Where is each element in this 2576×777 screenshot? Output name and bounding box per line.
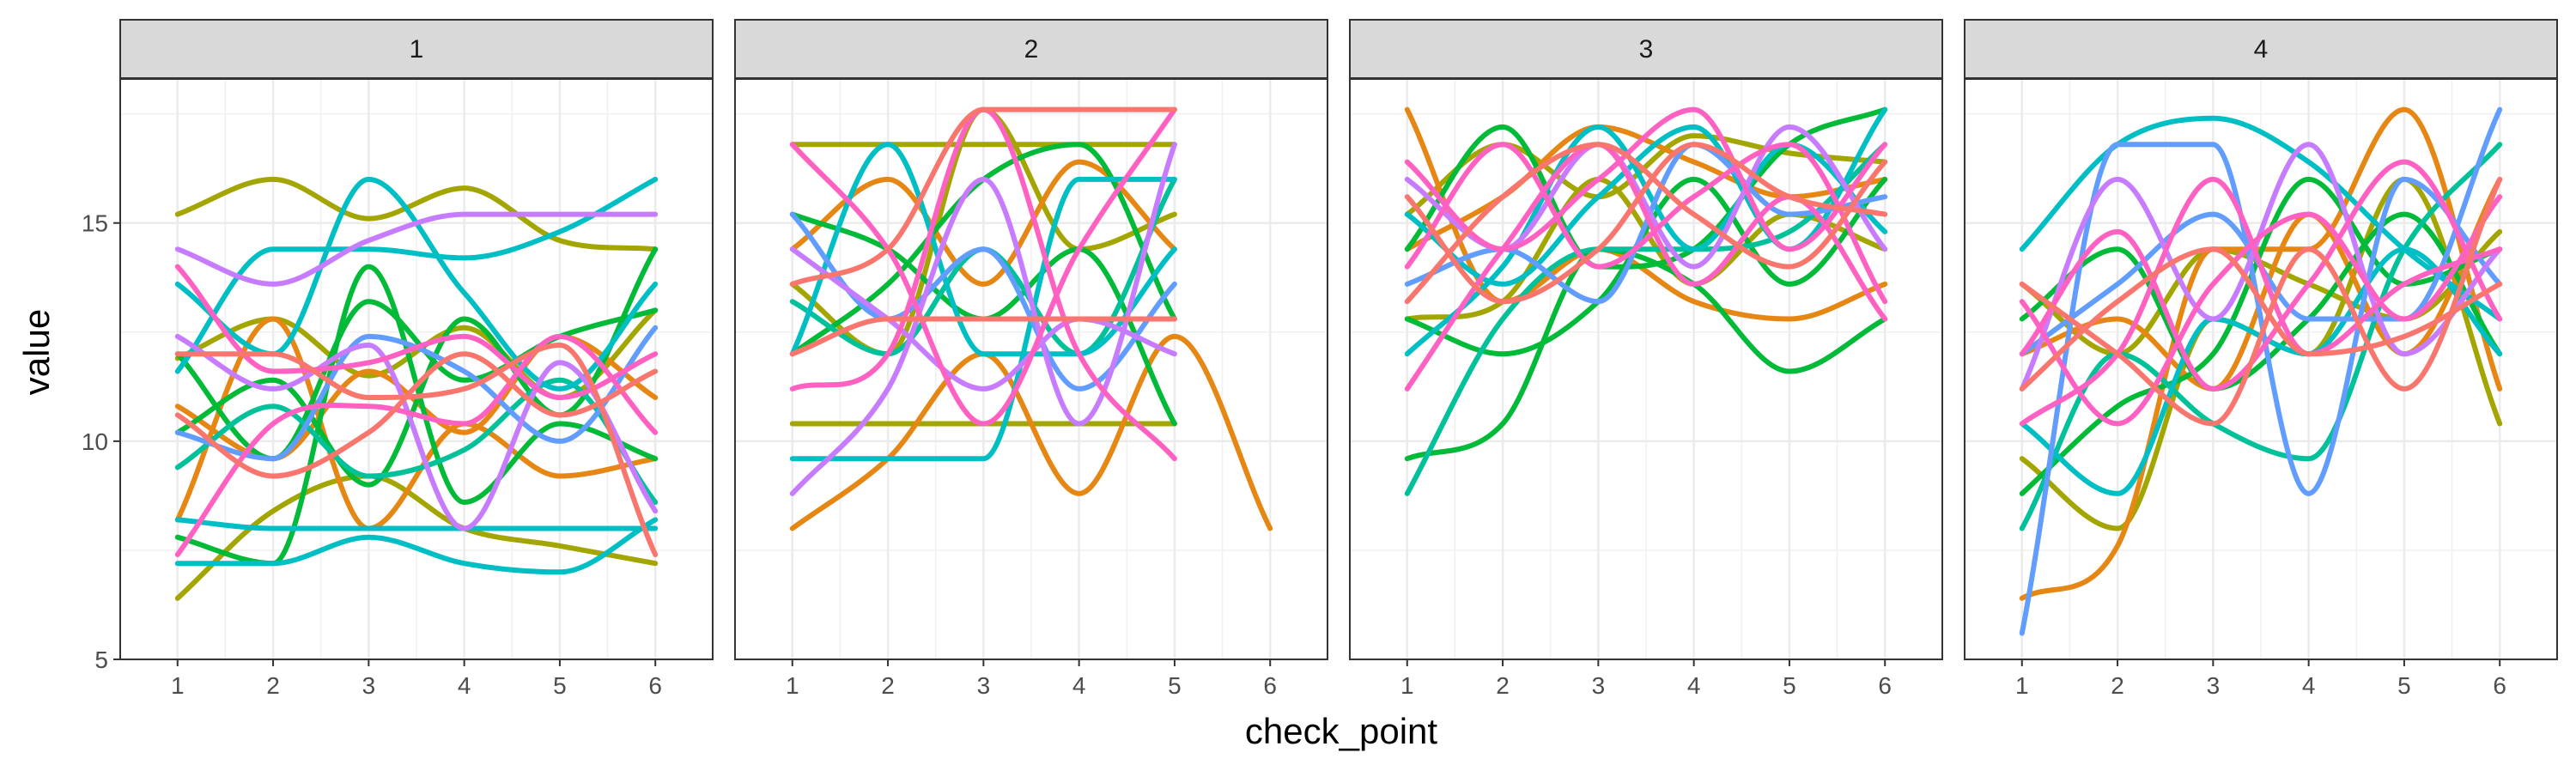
x-tick-label: 6: [648, 672, 662, 699]
facet-strip: [1349, 19, 1943, 79]
x-tick-label: 1: [1400, 672, 1414, 699]
series-line: [789, 176, 1177, 462]
facet-strip-label: 4: [2254, 35, 2269, 64]
series-line: [789, 159, 1177, 287]
facet-strip: [119, 19, 714, 79]
series-line: [2019, 106, 2503, 357]
x-tick-label: 5: [2397, 672, 2411, 699]
facet-panel-2: 2 1 2 3 4 5 6: [734, 19, 1328, 699]
x-tick-label: 3: [2207, 672, 2221, 699]
series-line: [174, 517, 659, 531]
series-line: [174, 316, 659, 531]
x-tick-label: 2: [266, 672, 280, 699]
x-tick-label: 5: [1168, 672, 1182, 699]
x-tick-label: 6: [2493, 672, 2506, 699]
series-lines: [789, 106, 1273, 531]
x-tick-label: 3: [977, 672, 991, 699]
series-line: [174, 333, 659, 531]
facet-strip-label: 3: [1639, 35, 1654, 64]
series-line: [789, 211, 1177, 392]
series-line: [2019, 142, 2503, 636]
x-tick-label: 4: [1072, 672, 1086, 699]
x-tick-label: 2: [881, 672, 895, 699]
series-line: [2019, 176, 2503, 392]
panel-border: [1349, 78, 1943, 660]
series-line: [174, 333, 659, 557]
x-tick-label: 5: [553, 672, 567, 699]
series-line: [2019, 106, 2503, 601]
x-tick-label: 1: [786, 672, 799, 699]
series-line: [1404, 142, 1888, 305]
x-tick-label: 4: [1687, 672, 1701, 699]
panel-border: [734, 78, 1328, 660]
series-line: [174, 517, 659, 575]
series-line: [1404, 142, 1888, 305]
series-line: [2019, 246, 2503, 496]
series-line: [174, 264, 659, 400]
series-line: [789, 246, 1177, 392]
panel-border: [1964, 78, 2558, 660]
series-line: [2019, 159, 2503, 392]
series-line: [2019, 115, 2503, 322]
x-tick-label: 2: [2111, 672, 2124, 699]
facet-strip: [734, 19, 1328, 79]
series-line: [174, 473, 659, 601]
series-line: [1404, 142, 1888, 496]
series-line: [2019, 246, 2503, 392]
facets-layer: 1 1 2 3 4 5 6 5 10 15 2 1 2 3 4 5 6 3 1 2 3 4 5 6 4 1 2 3 4 5 6: [82, 19, 2558, 699]
series-line: [2019, 176, 2503, 427]
facet-strip: [1964, 19, 2558, 79]
series-line: [1404, 176, 1888, 357]
series-line: [174, 176, 659, 374]
series-line: [789, 142, 1177, 496]
panel-border: [119, 78, 714, 660]
y-tick-label: 5: [94, 646, 108, 673]
y-axis-title: value: [16, 309, 57, 395]
facet-strip-label: 2: [1024, 35, 1039, 64]
facet-panel-1: 1 1 2 3 4 5 6 5 10 15: [82, 19, 714, 699]
series-line: [1404, 142, 1888, 305]
series-lines: [2019, 106, 2503, 636]
series-line: [2019, 142, 2503, 531]
y-tick-label: 15: [82, 210, 108, 237]
x-tick-label: 6: [1263, 672, 1277, 699]
series-line: [174, 351, 659, 479]
x-tick-label: 1: [171, 672, 185, 699]
x-tick-label: 2: [1496, 672, 1510, 699]
x-tick-label: 5: [1783, 672, 1796, 699]
y-tick-label: 10: [82, 428, 108, 455]
x-tick-label: 3: [362, 672, 376, 699]
x-tick-label: 4: [2302, 672, 2316, 699]
series-line: [1404, 106, 1888, 322]
x-tick-label: 3: [1592, 672, 1606, 699]
x-axis-title: check_point: [1245, 711, 1437, 751]
series-line: [789, 106, 1177, 287]
x-tick-label: 1: [2015, 672, 2029, 699]
facet-panel-3: 3 1 2 3 4 5 6: [1349, 19, 1943, 699]
series-line: [174, 343, 659, 557]
series-line: [1404, 106, 1888, 252]
series-line: [789, 316, 1177, 357]
x-tick-label: 6: [1878, 672, 1892, 699]
facet-panel-4: 4 1 2 3 4 5 6: [1964, 19, 2558, 699]
series-line: [174, 176, 659, 252]
series-lines: [174, 176, 659, 601]
series-lines: [1404, 106, 1888, 496]
series-line: [2019, 194, 2503, 427]
x-tick-label: 4: [458, 672, 471, 699]
series-line: [174, 325, 659, 462]
series-line: [174, 211, 659, 287]
series-line: [789, 106, 1177, 427]
facet-strip-label: 1: [410, 35, 424, 64]
